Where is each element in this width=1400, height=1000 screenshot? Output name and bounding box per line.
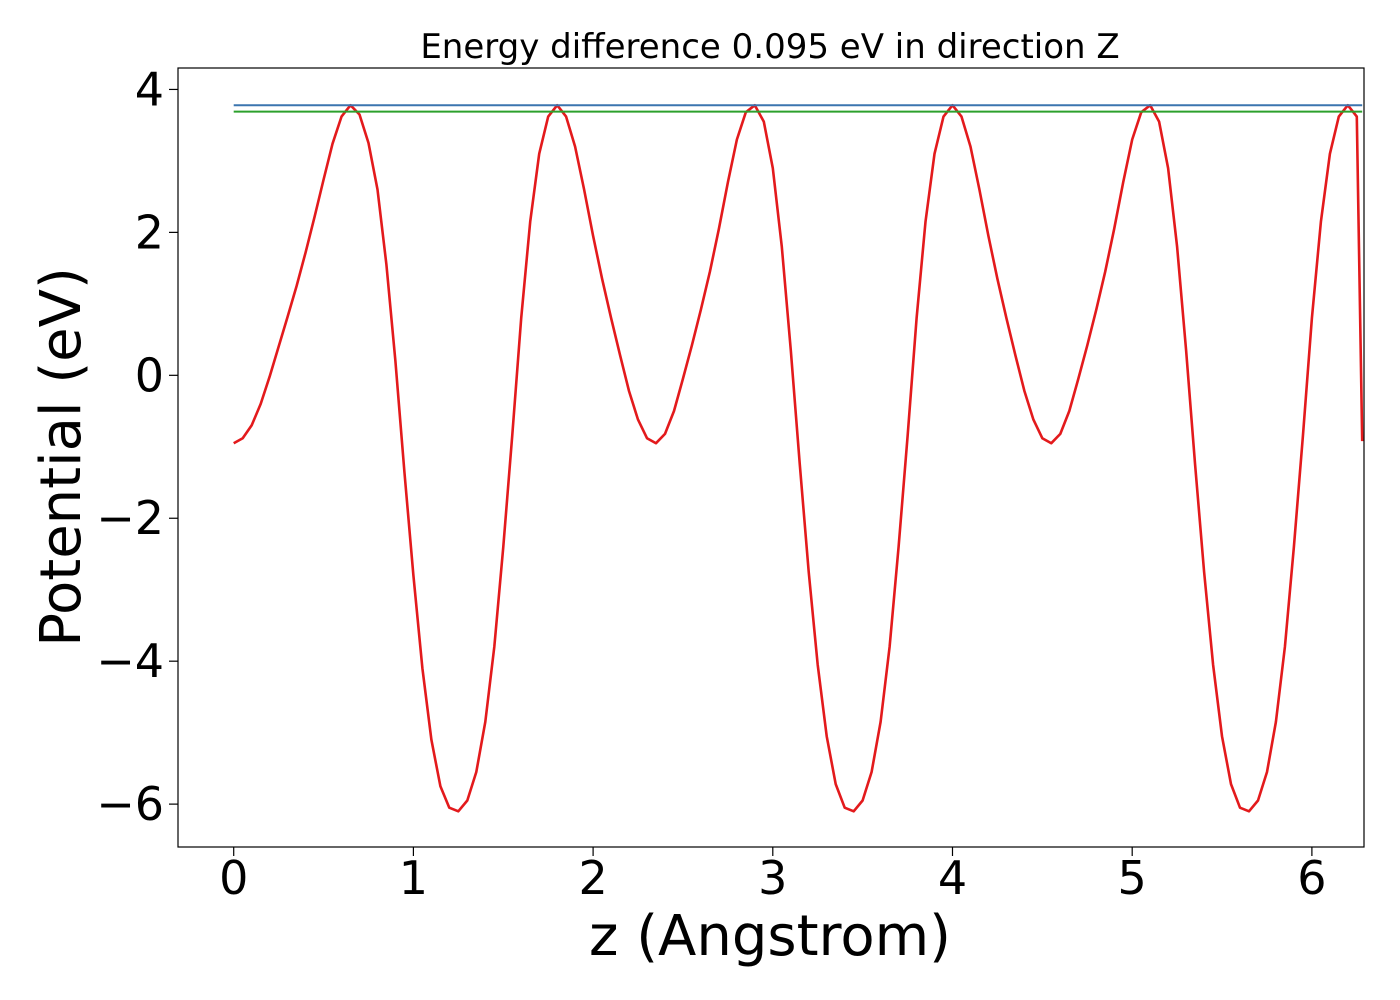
- y-tick-label: −2: [96, 491, 164, 545]
- y-tick-label: −4: [96, 634, 164, 688]
- x-axis: 0 1 2 3 4 5 6: [219, 847, 1327, 905]
- y-tick-label: −6: [96, 777, 164, 831]
- y-axis-label: Potential (eV): [29, 267, 94, 647]
- x-tick-label: 4: [938, 851, 967, 905]
- y-tick-label: 2: [135, 205, 164, 259]
- x-tick-label: 5: [1118, 851, 1147, 905]
- y-tick-label: 4: [135, 62, 164, 116]
- x-axis-label: z (Angstrom): [589, 904, 951, 969]
- x-tick-label: 2: [578, 851, 607, 905]
- x-tick-label: 6: [1297, 851, 1326, 905]
- y-tick-label: 0: [135, 348, 164, 402]
- x-tick-label: 0: [219, 851, 248, 905]
- axes-frame: [177, 67, 1365, 848]
- plot-area: [233, 103, 1364, 813]
- x-tick-label: 1: [399, 851, 428, 905]
- x-tick-label: 3: [758, 851, 787, 905]
- chart-title: Energy difference 0.095 eV in direction …: [420, 27, 1119, 67]
- series-line-0: [233, 103, 1364, 813]
- y-axis: −6 −4 −2 0 2 4: [96, 62, 178, 831]
